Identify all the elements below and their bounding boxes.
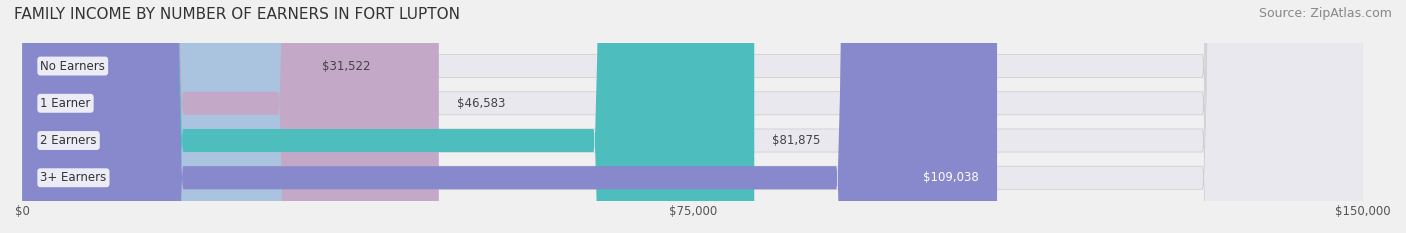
FancyBboxPatch shape (22, 0, 439, 233)
Text: Source: ZipAtlas.com: Source: ZipAtlas.com (1258, 7, 1392, 20)
FancyBboxPatch shape (22, 0, 304, 233)
Text: 3+ Earners: 3+ Earners (41, 171, 107, 184)
FancyBboxPatch shape (22, 0, 1364, 233)
FancyBboxPatch shape (22, 0, 1364, 233)
Text: 2 Earners: 2 Earners (41, 134, 97, 147)
Text: $109,038: $109,038 (924, 171, 979, 184)
FancyBboxPatch shape (22, 0, 1364, 233)
Text: $46,583: $46,583 (457, 97, 505, 110)
Text: 1 Earner: 1 Earner (41, 97, 91, 110)
Text: No Earners: No Earners (41, 60, 105, 72)
FancyBboxPatch shape (22, 0, 997, 233)
Text: $31,522: $31,522 (322, 60, 371, 72)
FancyBboxPatch shape (22, 0, 754, 233)
Text: $81,875: $81,875 (772, 134, 821, 147)
FancyBboxPatch shape (22, 0, 1364, 233)
Text: FAMILY INCOME BY NUMBER OF EARNERS IN FORT LUPTON: FAMILY INCOME BY NUMBER OF EARNERS IN FO… (14, 7, 460, 22)
